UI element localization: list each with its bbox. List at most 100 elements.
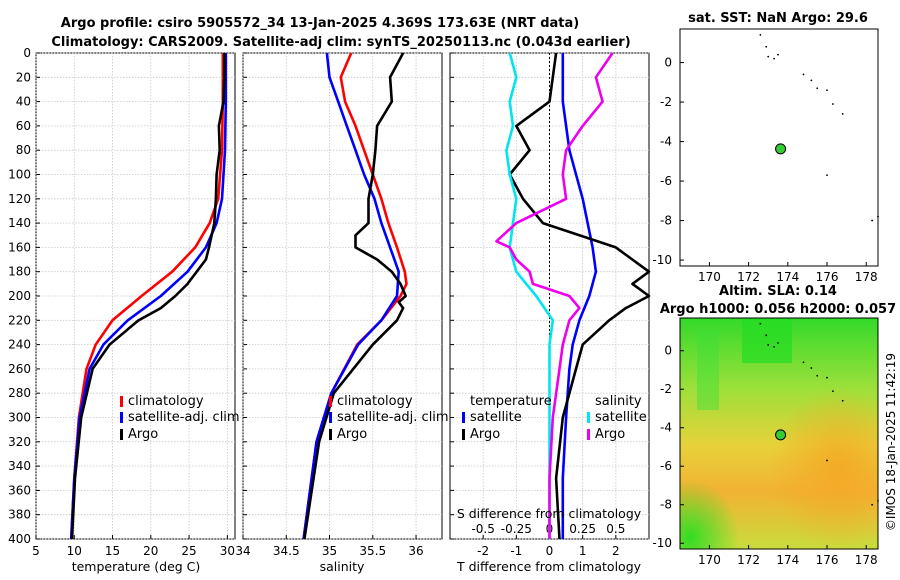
s-tick-label: -0.25: [501, 522, 532, 536]
sla-map-title-1: Altim. SLA: 0.14: [719, 284, 837, 299]
depth-tick-label: 220: [8, 313, 31, 327]
salinity-xlabel: salinity: [320, 559, 365, 574]
depth-tick-label: 240: [8, 338, 31, 352]
legend-swatch-satellite: [329, 412, 332, 423]
island-mark: [767, 344, 770, 346]
map-x-tick-label: 178: [855, 553, 878, 567]
series-line-t-argo: [508, 52, 651, 540]
island-mark: [832, 390, 834, 393]
s-tick-label: 0.25: [569, 522, 596, 536]
legend-label-argo: Argo: [128, 427, 158, 442]
depth-tick-label: 280: [8, 386, 31, 400]
island-mark: [816, 374, 819, 377]
legend-swatch-argo: [329, 429, 332, 440]
depth-tick-label: 80: [16, 143, 31, 157]
island-mark: [765, 45, 768, 48]
island-mark: [816, 87, 819, 90]
map-y-tick-label: 0: [664, 344, 672, 358]
island-mark: [871, 503, 874, 506]
island-mark: [777, 342, 779, 344]
series-line-satellite-adj-clim: [69, 53, 228, 540]
x-tick-label: 15: [105, 544, 120, 558]
argo-location-marker: [775, 429, 787, 441]
depth-tick-label: 160: [8, 240, 31, 254]
legend-label-climatology: climatology: [337, 394, 413, 409]
depth-tick-label: 140: [8, 216, 31, 230]
legend-swatch-s-argo: [587, 429, 590, 440]
legend-swatch-argo: [120, 429, 123, 440]
x-tick-label: -2: [477, 544, 489, 558]
x-tick-label: 1: [579, 544, 587, 558]
series-line-argo: [70, 53, 226, 540]
map-x-tick-label: 178: [855, 270, 878, 284]
map-y-tick-label: -2: [660, 382, 672, 396]
island-mark: [826, 376, 828, 379]
island-mark: [877, 215, 879, 218]
x-tick-label: 30: [220, 544, 235, 558]
difference-xlabel-top: S difference from climatology: [457, 506, 642, 521]
island-mark: [802, 361, 805, 364]
legend-label-satellite: satellite-adj. clim: [337, 410, 449, 425]
map-x-tick-label: 172: [737, 553, 760, 567]
series-line-t-satellite: [561, 53, 598, 539]
island-mark: [826, 174, 828, 177]
depth-tick-label: 0: [23, 46, 31, 60]
series-line-s-argo: [495, 52, 614, 539]
island-mark: [810, 79, 813, 82]
x-tick-label: -1: [510, 544, 522, 558]
depth-tick-label: 300: [8, 411, 31, 425]
map-y-tick-label: -8: [660, 214, 672, 228]
legend-swatch-t-argo: [462, 429, 465, 440]
map-x-tick-label: 176: [816, 553, 839, 567]
series-line-satellite-adj-clim: [302, 52, 401, 540]
s-tick-label: -0.5: [471, 522, 494, 536]
legend-swatch-climatology: [329, 396, 332, 407]
x-tick-label: 0: [546, 544, 554, 558]
island-mark: [832, 103, 834, 105]
depth-tick-label: 200: [8, 289, 31, 303]
depth-tick-label: 120: [8, 192, 31, 206]
x-tick-label: 10: [67, 544, 82, 558]
legend-title-salinity: salinity: [595, 394, 642, 409]
temperature-legend: climatology satellite-adj. clim Argo: [128, 394, 240, 442]
depth-tick-label: 320: [8, 435, 31, 449]
island-mark: [841, 113, 844, 115]
x-tick-label: 25: [181, 544, 196, 558]
copyright-label: ©IMOS 18-Jan-2025 11:42:19: [884, 353, 898, 531]
legend-label-t-satellite: satellite: [470, 410, 522, 425]
island-mark: [759, 34, 762, 36]
x-tick-label: 35.5: [359, 544, 386, 558]
island-mark: [841, 399, 844, 402]
map-y-tick-label: -10: [652, 536, 672, 550]
map-x-tick-label: 170: [698, 553, 721, 567]
title-line-2: Climatology: CARS2009. Satellite-adj cli…: [51, 35, 630, 50]
map-y-tick-label: -4: [660, 421, 672, 435]
depth-tick-label: 360: [8, 483, 31, 497]
legend-swatch-satellite: [120, 412, 123, 423]
island-mark: [773, 345, 775, 348]
map-y-tick-label: 0: [664, 56, 672, 70]
island-mark: [765, 334, 768, 337]
map-y-tick-label: -2: [660, 95, 672, 109]
island-mark: [810, 367, 813, 369]
island-mark: [826, 459, 828, 462]
depth-tick-label: 20: [16, 70, 31, 84]
title-line-1: Argo profile: csiro 5905572_34 13-Jan-20…: [61, 16, 579, 31]
series-line-argo: [303, 52, 408, 540]
map-x-tick-label: 174: [776, 270, 799, 284]
island-mark: [802, 73, 805, 76]
salinity-legend: climatology satellite-adj. clim Argo: [337, 394, 449, 442]
legend-swatch-t-satellite: [462, 412, 465, 423]
x-tick-label: 20: [143, 544, 158, 558]
depth-tick-label: 40: [16, 95, 31, 109]
sla-map-title-2: Argo h1000: 0.056 h2000: 0.057: [660, 302, 896, 317]
map-y-tick-label: -10: [652, 253, 672, 267]
depth-tick-label: 60: [16, 119, 31, 133]
argo-location-marker: [775, 143, 787, 155]
map-x-tick-label: 170: [698, 270, 721, 284]
legend-label-climatology: climatology: [128, 394, 204, 409]
temperature-xlabel: temperature (deg C): [72, 559, 201, 574]
map-y-tick-label: -8: [660, 498, 672, 512]
difference-legend: temperature satellite Argo salinity sate…: [470, 394, 647, 442]
